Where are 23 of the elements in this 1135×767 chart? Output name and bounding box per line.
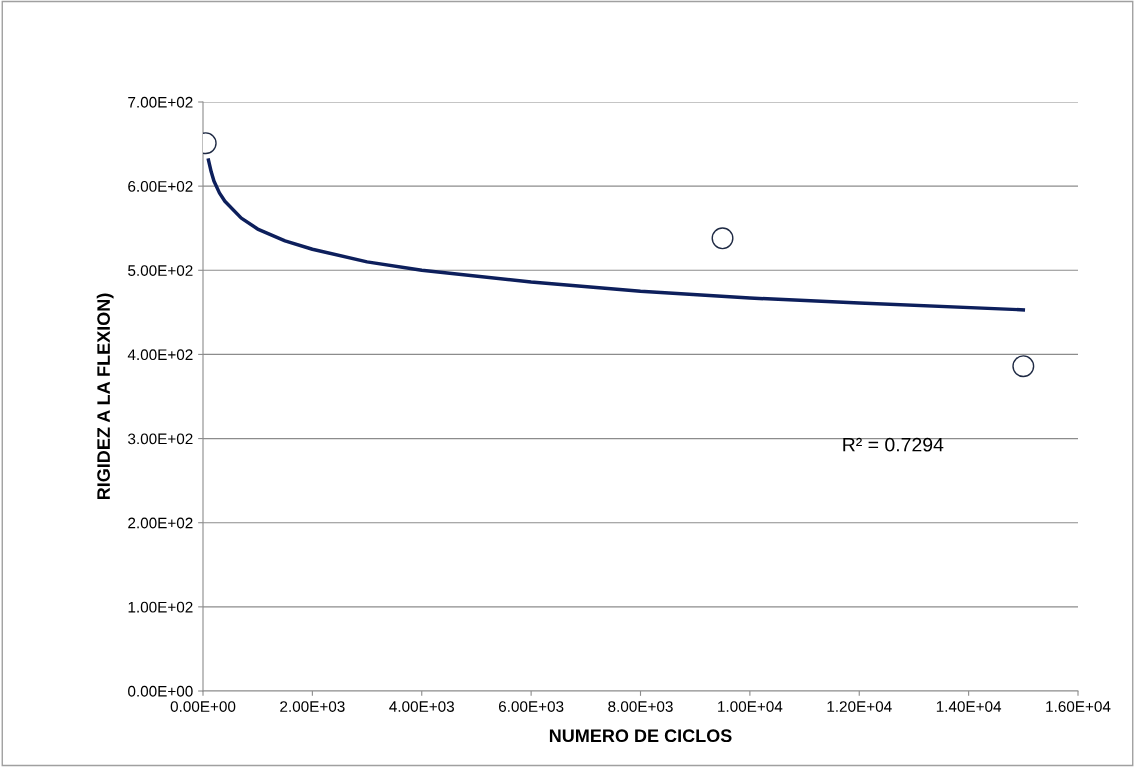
x-tick-label: 0.00E+00 — [170, 701, 236, 712]
y-tick-label: 4.00E+02 — [127, 349, 193, 361]
x-tick-label: 1.40E+04 — [936, 701, 1002, 712]
y-tick-label: 2.00E+02 — [128, 517, 193, 529]
x-tick-label: 1.60E+04 — [1046, 701, 1111, 712]
point — [1012, 355, 1035, 378]
line-series — [206, 158, 1026, 312]
y-tick-label: 1.00E+02 — [128, 601, 193, 613]
x-axis-title: NUMERO DE CICLOS — [549, 729, 732, 743]
point — [711, 227, 734, 250]
y-tick-label: 7.00E+02 — [128, 96, 193, 108]
x-tick-label: 1.00E+04 — [718, 701, 783, 712]
y-axis-title: RIGIDEZ A LA FLEXION) — [96, 293, 114, 500]
x-tick-label: 2.00E+03 — [280, 701, 345, 712]
y-tick-label: 3.00E+02 — [128, 433, 193, 445]
x-tick-label: 1.20E+04 — [827, 701, 892, 712]
x-tick-label: 6.00E+03 — [498, 701, 564, 712]
x-tick-label: 8.00E+03 — [608, 701, 673, 712]
annotation: R² = 0.7294 — [843, 437, 944, 452]
y-tick-label: 0.00E+00 — [128, 685, 193, 697]
x-tick-label: 4.00E+03 — [389, 701, 454, 712]
y-tick-label: 5.00E+02 — [128, 265, 193, 276]
y-tick-label: 6.00E+02 — [128, 181, 193, 192]
